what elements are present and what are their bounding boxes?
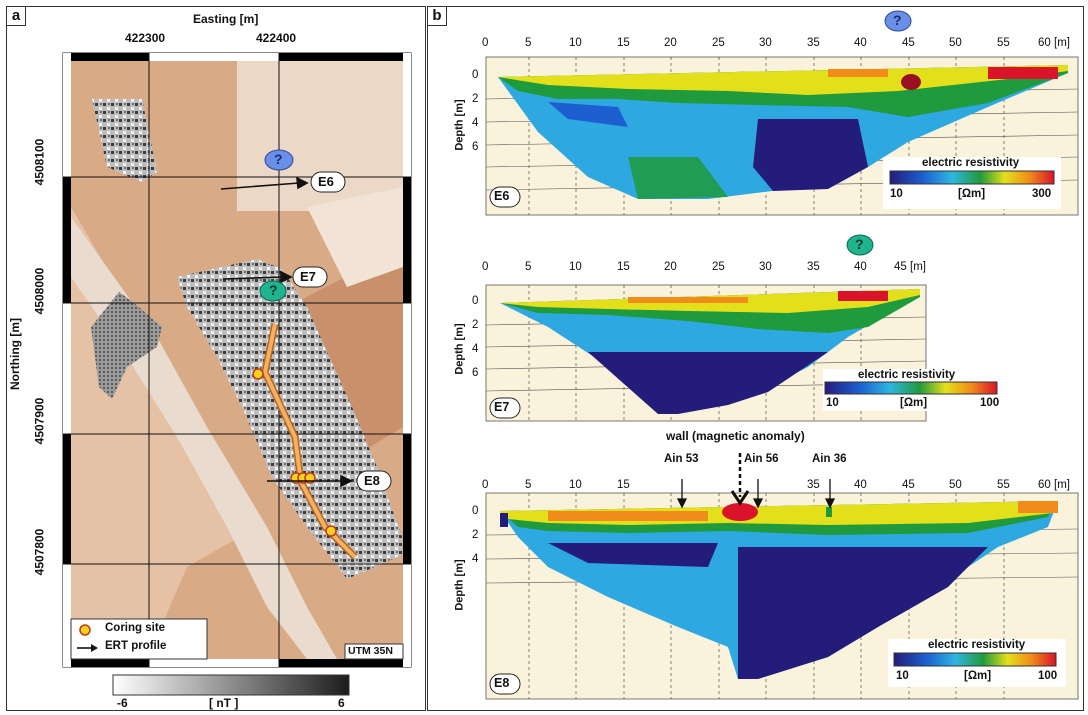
e6-xtick-20: 20	[664, 37, 677, 49]
e7-xtick-35: 35	[807, 261, 820, 273]
e8-xtick-60: 60	[1038, 479, 1051, 491]
e6-scale-title: electric resistivity	[922, 157, 1020, 169]
e6-depth-4: 4	[472, 117, 479, 129]
e7-scale-unit: [Ωm]	[900, 397, 928, 409]
map-label-e8: E8	[364, 473, 380, 488]
e7-depth-0: 0	[472, 295, 479, 307]
e6-depth-title: Depth [m]	[453, 99, 466, 151]
e8-name: E8	[494, 676, 510, 690]
e6-name: E6	[494, 189, 510, 203]
nt-colorbar-unit: [ nT ]	[209, 696, 239, 710]
e6-scale-min: 10	[890, 188, 903, 200]
legend-ert-profile: ERT profile	[105, 640, 167, 652]
e7-name: E7	[494, 400, 510, 414]
map-label-e6: E6	[318, 174, 334, 189]
e6-scale-unit: [Ωm]	[958, 188, 986, 200]
e6-marker: ?	[893, 12, 902, 28]
e8-depth-4: 4	[472, 553, 479, 565]
legend-coring-site: Coring site	[105, 622, 166, 634]
e8-scale-title: electric resistivity	[928, 639, 1026, 651]
e7-xtick-15: 15	[617, 261, 630, 273]
e8-scale-max: 100	[1038, 670, 1058, 682]
e6-xtick-45: 45	[902, 37, 915, 49]
e8-xtick-50: 50	[949, 479, 962, 491]
ert-sections	[485, 10, 1079, 700]
e7-scale-max: 100	[980, 397, 1000, 409]
e8-xtick-15: 15	[617, 479, 630, 491]
e8-core-ain53: Ain 53	[664, 453, 699, 465]
panel-a-label: a	[7, 7, 26, 26]
e7-xtick-20: 20	[664, 261, 677, 273]
e6-xtick-50: 50	[949, 37, 962, 49]
e7-xtick-45: 45	[894, 261, 907, 273]
map-frame	[62, 52, 412, 696]
nt-colorbar-max: 6	[338, 696, 345, 710]
e6-xtick-0: 0	[482, 37, 489, 49]
e6-xtick-30: 30	[759, 37, 772, 49]
panel-b: b	[427, 6, 1084, 711]
e7-scale-min: 10	[826, 397, 839, 409]
e6-xtick-5: 5	[525, 37, 532, 49]
e7-xtick-25: 25	[712, 261, 725, 273]
easting-tick-422400: 422400	[256, 31, 297, 45]
e7-question-marker: ?	[269, 282, 278, 298]
e7-depth-2: 2	[472, 319, 479, 331]
e7-scale-title: electric resistivity	[858, 369, 956, 381]
e6-depth-2: 2	[472, 93, 479, 105]
e6-xtick-60: 60	[1038, 37, 1051, 49]
e7-marker: ?	[855, 236, 864, 252]
easting-tick-422300: 422300	[125, 31, 166, 45]
e6-xtick-40: 40	[854, 37, 867, 49]
e8-xtick-45: 45	[902, 479, 915, 491]
e6-xtick-10: 10	[569, 37, 582, 49]
e6-xtick-25: 25	[712, 37, 725, 49]
easting-title: Easting [m]	[193, 12, 259, 26]
e7-xtick-40: 40	[854, 261, 867, 273]
e8-xunit: [m]	[1054, 479, 1070, 491]
e6-depth-0: 0	[472, 69, 479, 81]
e7-xtick-30: 30	[759, 261, 772, 273]
e8-scale-min: 10	[896, 670, 909, 682]
nt-colorbar-min: -6	[117, 696, 128, 710]
e8-xtick-0: 0	[482, 479, 489, 491]
e8-xtick-35: 35	[807, 479, 820, 491]
e6-xtick-15: 15	[617, 37, 630, 49]
e8-depth-0: 0	[472, 505, 479, 517]
e7-xtick-0: 0	[482, 261, 489, 273]
e8-scale-unit: [Ωm]	[964, 670, 992, 682]
e8-wall-label: wall (magnetic anomaly)	[666, 429, 805, 443]
map-label-e7: E7	[300, 269, 316, 284]
e8-core-ain36: Ain 36	[812, 453, 847, 465]
e6-question-marker: ?	[274, 151, 283, 167]
e8-xtick-55: 55	[997, 479, 1010, 491]
utm-label: UTM 35N	[348, 645, 393, 657]
e7-xtick-10: 10	[569, 261, 582, 273]
panel-b-label: b	[428, 7, 447, 26]
e6-xunit: [m]	[1054, 37, 1070, 49]
e8-core-ain56: Ain 56	[744, 453, 779, 465]
e6-scale-max: 300	[1032, 188, 1052, 200]
e8-depth-title: Depth [m]	[453, 559, 466, 611]
e6-depth-6: 6	[472, 141, 479, 153]
e8-xtick-10: 10	[569, 479, 582, 491]
e7-xunit: [m]	[910, 261, 926, 273]
e7-xtick-5: 5	[525, 261, 532, 273]
e8-xtick-40: 40	[854, 479, 867, 491]
e7-depth-4: 4	[472, 343, 479, 355]
e7-depth-title: Depth [m]	[453, 323, 466, 375]
e8-xtick-5: 5	[525, 479, 532, 491]
e7-depth-6: 6	[472, 367, 479, 379]
panel-a: a Easting [m] 422300 422400 Northing [m]…	[6, 6, 426, 711]
e6-xtick-35: 35	[807, 37, 820, 49]
e8-depth-2: 2	[472, 529, 479, 541]
e6-xtick-55: 55	[997, 37, 1010, 49]
